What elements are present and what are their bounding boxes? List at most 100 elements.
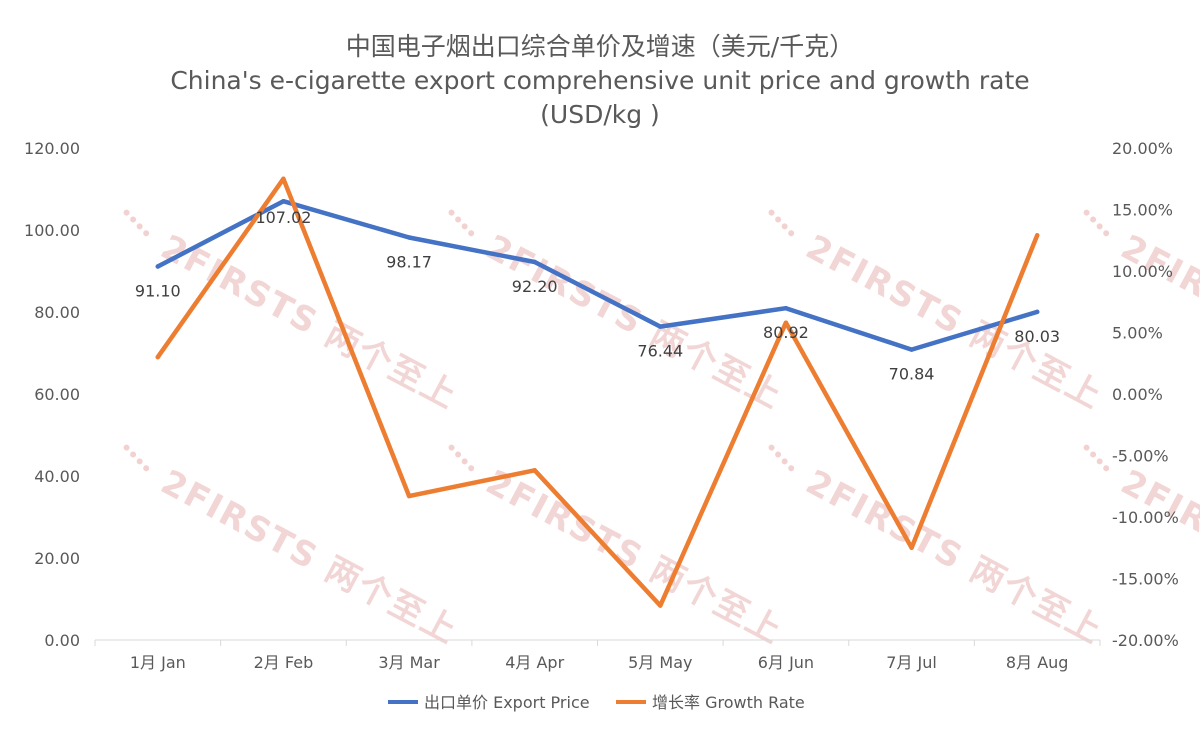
watermark-dot-icon bbox=[768, 209, 775, 216]
watermark-text: 2FIRSTS 两个至上 bbox=[799, 462, 1109, 652]
y-left-tick-label: 60.00 bbox=[34, 385, 80, 404]
legend-label-export-price: 出口单价 Export Price bbox=[424, 693, 590, 712]
watermark-dot-icon bbox=[781, 458, 788, 465]
point-export-price bbox=[1034, 309, 1040, 315]
data-label-export-price: 107.02 bbox=[255, 208, 311, 227]
y-left-tick-label: 100.00 bbox=[24, 221, 80, 240]
watermark-dot-icon bbox=[775, 216, 782, 223]
point-growth-rate bbox=[532, 468, 537, 473]
watermark-dot-icon bbox=[781, 223, 788, 230]
x-tick-label: 3月 Mar bbox=[378, 653, 440, 672]
watermark-dot-icon bbox=[468, 230, 475, 237]
watermark-logo: 2FIRSTS 两个至上 bbox=[123, 444, 464, 652]
watermark-text: 2FIRSTS 两个至上 bbox=[479, 227, 789, 417]
point-export-price bbox=[909, 347, 914, 352]
point-export-price bbox=[406, 235, 412, 240]
y-right-tick-label: 15.00% bbox=[1112, 201, 1173, 220]
watermark-dot-icon bbox=[461, 458, 468, 465]
watermark-text: 2FIRSTS 两个至上 bbox=[1114, 462, 1200, 652]
watermark-dot-icon bbox=[461, 223, 468, 230]
watermark-dot-icon bbox=[136, 223, 143, 230]
watermark-dot-icon bbox=[1083, 444, 1090, 451]
data-label-export-price: 76.44 bbox=[637, 342, 683, 361]
x-tick-label: 1月 Jan bbox=[130, 653, 186, 672]
series-line-growth-rate bbox=[155, 176, 1040, 608]
data-label-layer: 91.10 107.02 98.17 92.20 76.44 80.92 70.84 80.0… bbox=[135, 208, 1060, 383]
x-tick-label: 7月 Jul bbox=[886, 653, 937, 672]
chart-title-block: 中国电子烟出口综合单价及增速（美元/千克） China's e-cigarett… bbox=[0, 30, 1200, 132]
point-growth-rate bbox=[406, 493, 412, 499]
watermark-logo: 2FIRSTS 两个至上 bbox=[768, 209, 1109, 417]
y-right-tick-label: 10.00% bbox=[1112, 262, 1173, 281]
watermark-dot-icon bbox=[448, 444, 455, 451]
y-left-tick-label: 40.00 bbox=[34, 467, 80, 486]
series-layer bbox=[155, 176, 1040, 608]
watermark-dot-icon bbox=[788, 230, 795, 237]
data-label-export-price: 80.03 bbox=[1014, 327, 1060, 346]
watermark-dot-icon bbox=[448, 209, 455, 216]
series-line-export-price bbox=[155, 198, 1040, 352]
watermark-dot-icon bbox=[123, 444, 130, 451]
y-left-tick-label: 20.00 bbox=[34, 549, 80, 568]
point-growth-rate bbox=[1034, 233, 1040, 238]
y-left-tick-label: 80.00 bbox=[34, 303, 80, 322]
point-growth-rate bbox=[783, 320, 789, 325]
watermark-dot-icon bbox=[1083, 209, 1090, 216]
watermark-dot-icon bbox=[123, 209, 130, 216]
y-right-tick-label: 20.00% bbox=[1112, 139, 1173, 158]
data-label-export-price: 92.20 bbox=[512, 277, 558, 296]
x-tick-label: 4月 Apr bbox=[505, 653, 564, 672]
y-right-tick-label: -20.00% bbox=[1112, 631, 1179, 650]
point-growth-rate bbox=[909, 545, 914, 550]
watermark-dot-icon bbox=[1103, 465, 1110, 472]
watermark-dot-icon bbox=[455, 216, 462, 223]
point-export-price bbox=[658, 324, 663, 329]
watermark-layer: 2FIRSTS 两个至上 2FIRSTS 两个至上 2FIRSTS 两个至上 2FIR… bbox=[123, 209, 1200, 652]
legend: 出口单价 Export Price 增长率 Growth Rate bbox=[388, 693, 805, 712]
watermark-dot-icon bbox=[788, 465, 795, 472]
watermark-dot-icon bbox=[1096, 458, 1103, 465]
watermark-dot-icon bbox=[143, 465, 150, 472]
y-right-tick-label: 5.00% bbox=[1112, 324, 1163, 343]
point-growth-rate bbox=[281, 176, 286, 181]
watermark-dot-icon bbox=[468, 465, 475, 472]
watermark-dot-icon bbox=[1103, 230, 1110, 237]
data-label-export-price: 91.10 bbox=[135, 281, 181, 300]
watermark-dot-icon bbox=[1090, 216, 1097, 223]
legend-label-growth-rate: 增长率 Growth Rate bbox=[652, 693, 805, 712]
watermark-text: 2FIRSTS 两个至上 bbox=[154, 462, 464, 652]
watermark-logo: 2FIRSTS 两个至上 bbox=[448, 209, 789, 417]
watermark-dot-icon bbox=[768, 444, 775, 451]
watermark-dot-icon bbox=[1096, 223, 1103, 230]
point-export-price bbox=[783, 306, 789, 311]
x-tick-label: 8月 Aug bbox=[1006, 653, 1069, 672]
watermark-dot-icon bbox=[1090, 451, 1097, 458]
watermark-logo: 2FIRSTS 两个至上 bbox=[123, 209, 464, 417]
data-label-export-price: 80.92 bbox=[763, 323, 809, 342]
y-right-tick-label: -10.00% bbox=[1112, 508, 1179, 527]
point-export-price bbox=[532, 259, 537, 265]
watermark-dot-icon bbox=[455, 451, 462, 458]
chart-subtitle: China's e-cigarette export comprehensive… bbox=[170, 66, 1030, 95]
point-export-price bbox=[281, 199, 286, 204]
point-growth-rate bbox=[155, 354, 161, 360]
x-tick-label: 5月 May bbox=[628, 653, 692, 672]
axes-layer: 1月 Jan 2月 Feb 3月 Mar 4月 Apr 5月 May 6月 Jun 7月 J… bbox=[24, 139, 1179, 672]
data-label-export-price: 70.84 bbox=[889, 365, 935, 384]
watermark-text: 2FIRSTS 两个至上 bbox=[799, 227, 1109, 417]
y-left-tick-label: 120.00 bbox=[24, 139, 80, 158]
chart-title: 中国电子烟出口综合单价及增速（美元/千克） bbox=[345, 32, 855, 61]
watermark-dot-icon bbox=[136, 458, 143, 465]
watermark-logo: 2FIRSTS 两个至上 bbox=[768, 444, 1109, 652]
watermark-dot-icon bbox=[130, 451, 137, 458]
x-tick-label: 2月 Feb bbox=[254, 653, 314, 672]
data-label-export-price: 98.17 bbox=[386, 253, 432, 272]
watermark-dot-icon bbox=[775, 451, 782, 458]
x-tick-label: 6月 Jun bbox=[758, 653, 814, 672]
y-right-tick-label: -15.00% bbox=[1112, 570, 1179, 589]
chart-subtitle-unit: (USD/kg ) bbox=[540, 100, 660, 129]
watermark-logo: 2FIRSTS 两个至上 bbox=[448, 444, 789, 652]
point-export-price bbox=[155, 264, 161, 269]
